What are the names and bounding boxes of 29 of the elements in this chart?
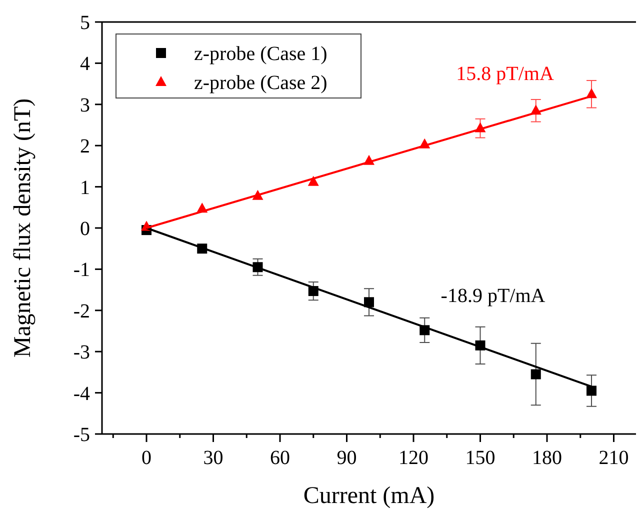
legend-label: z-probe (Case 1) bbox=[194, 43, 328, 65]
x-tick-label: 210 bbox=[598, 447, 629, 469]
x-axis-title: Current (mA) bbox=[303, 483, 435, 509]
y-axis-title: Magnetic flux density (nT) bbox=[10, 98, 36, 358]
x-tick-label: 60 bbox=[270, 447, 290, 469]
point bbox=[308, 176, 319, 186]
x-tick-label: 120 bbox=[398, 447, 428, 469]
point bbox=[364, 297, 374, 308]
y-tick-label: 0 bbox=[80, 218, 90, 240]
y-tick-label: 4 bbox=[80, 53, 90, 76]
y-tick-label: 3 bbox=[80, 94, 90, 116]
annotation: 15.8 pT/mA bbox=[456, 63, 554, 85]
y-tick-label: -1 bbox=[73, 259, 90, 282]
x-tick-label: 180 bbox=[532, 447, 562, 469]
x-tick-label: 30 bbox=[203, 447, 224, 469]
point bbox=[586, 386, 596, 396]
annotation: -18.9 pT/mA bbox=[440, 285, 546, 307]
legend-label: z-probe (Case 2) bbox=[194, 72, 328, 94]
x-tick-label: 90 bbox=[336, 447, 357, 469]
point bbox=[530, 369, 541, 380]
y-tick-label: -2 bbox=[73, 300, 90, 322]
y-tick-label: 2 bbox=[80, 136, 90, 158]
y-tick-label: 5 bbox=[80, 12, 90, 34]
y-tick-label: -4 bbox=[73, 382, 90, 405]
x-tick-label: 150 bbox=[465, 447, 496, 469]
y-tick-label: -5 bbox=[73, 424, 90, 446]
y-tick-label: 1 bbox=[80, 176, 90, 199]
x-tick-label: 0 bbox=[142, 447, 152, 469]
y-tick-label: -3 bbox=[73, 342, 90, 364]
